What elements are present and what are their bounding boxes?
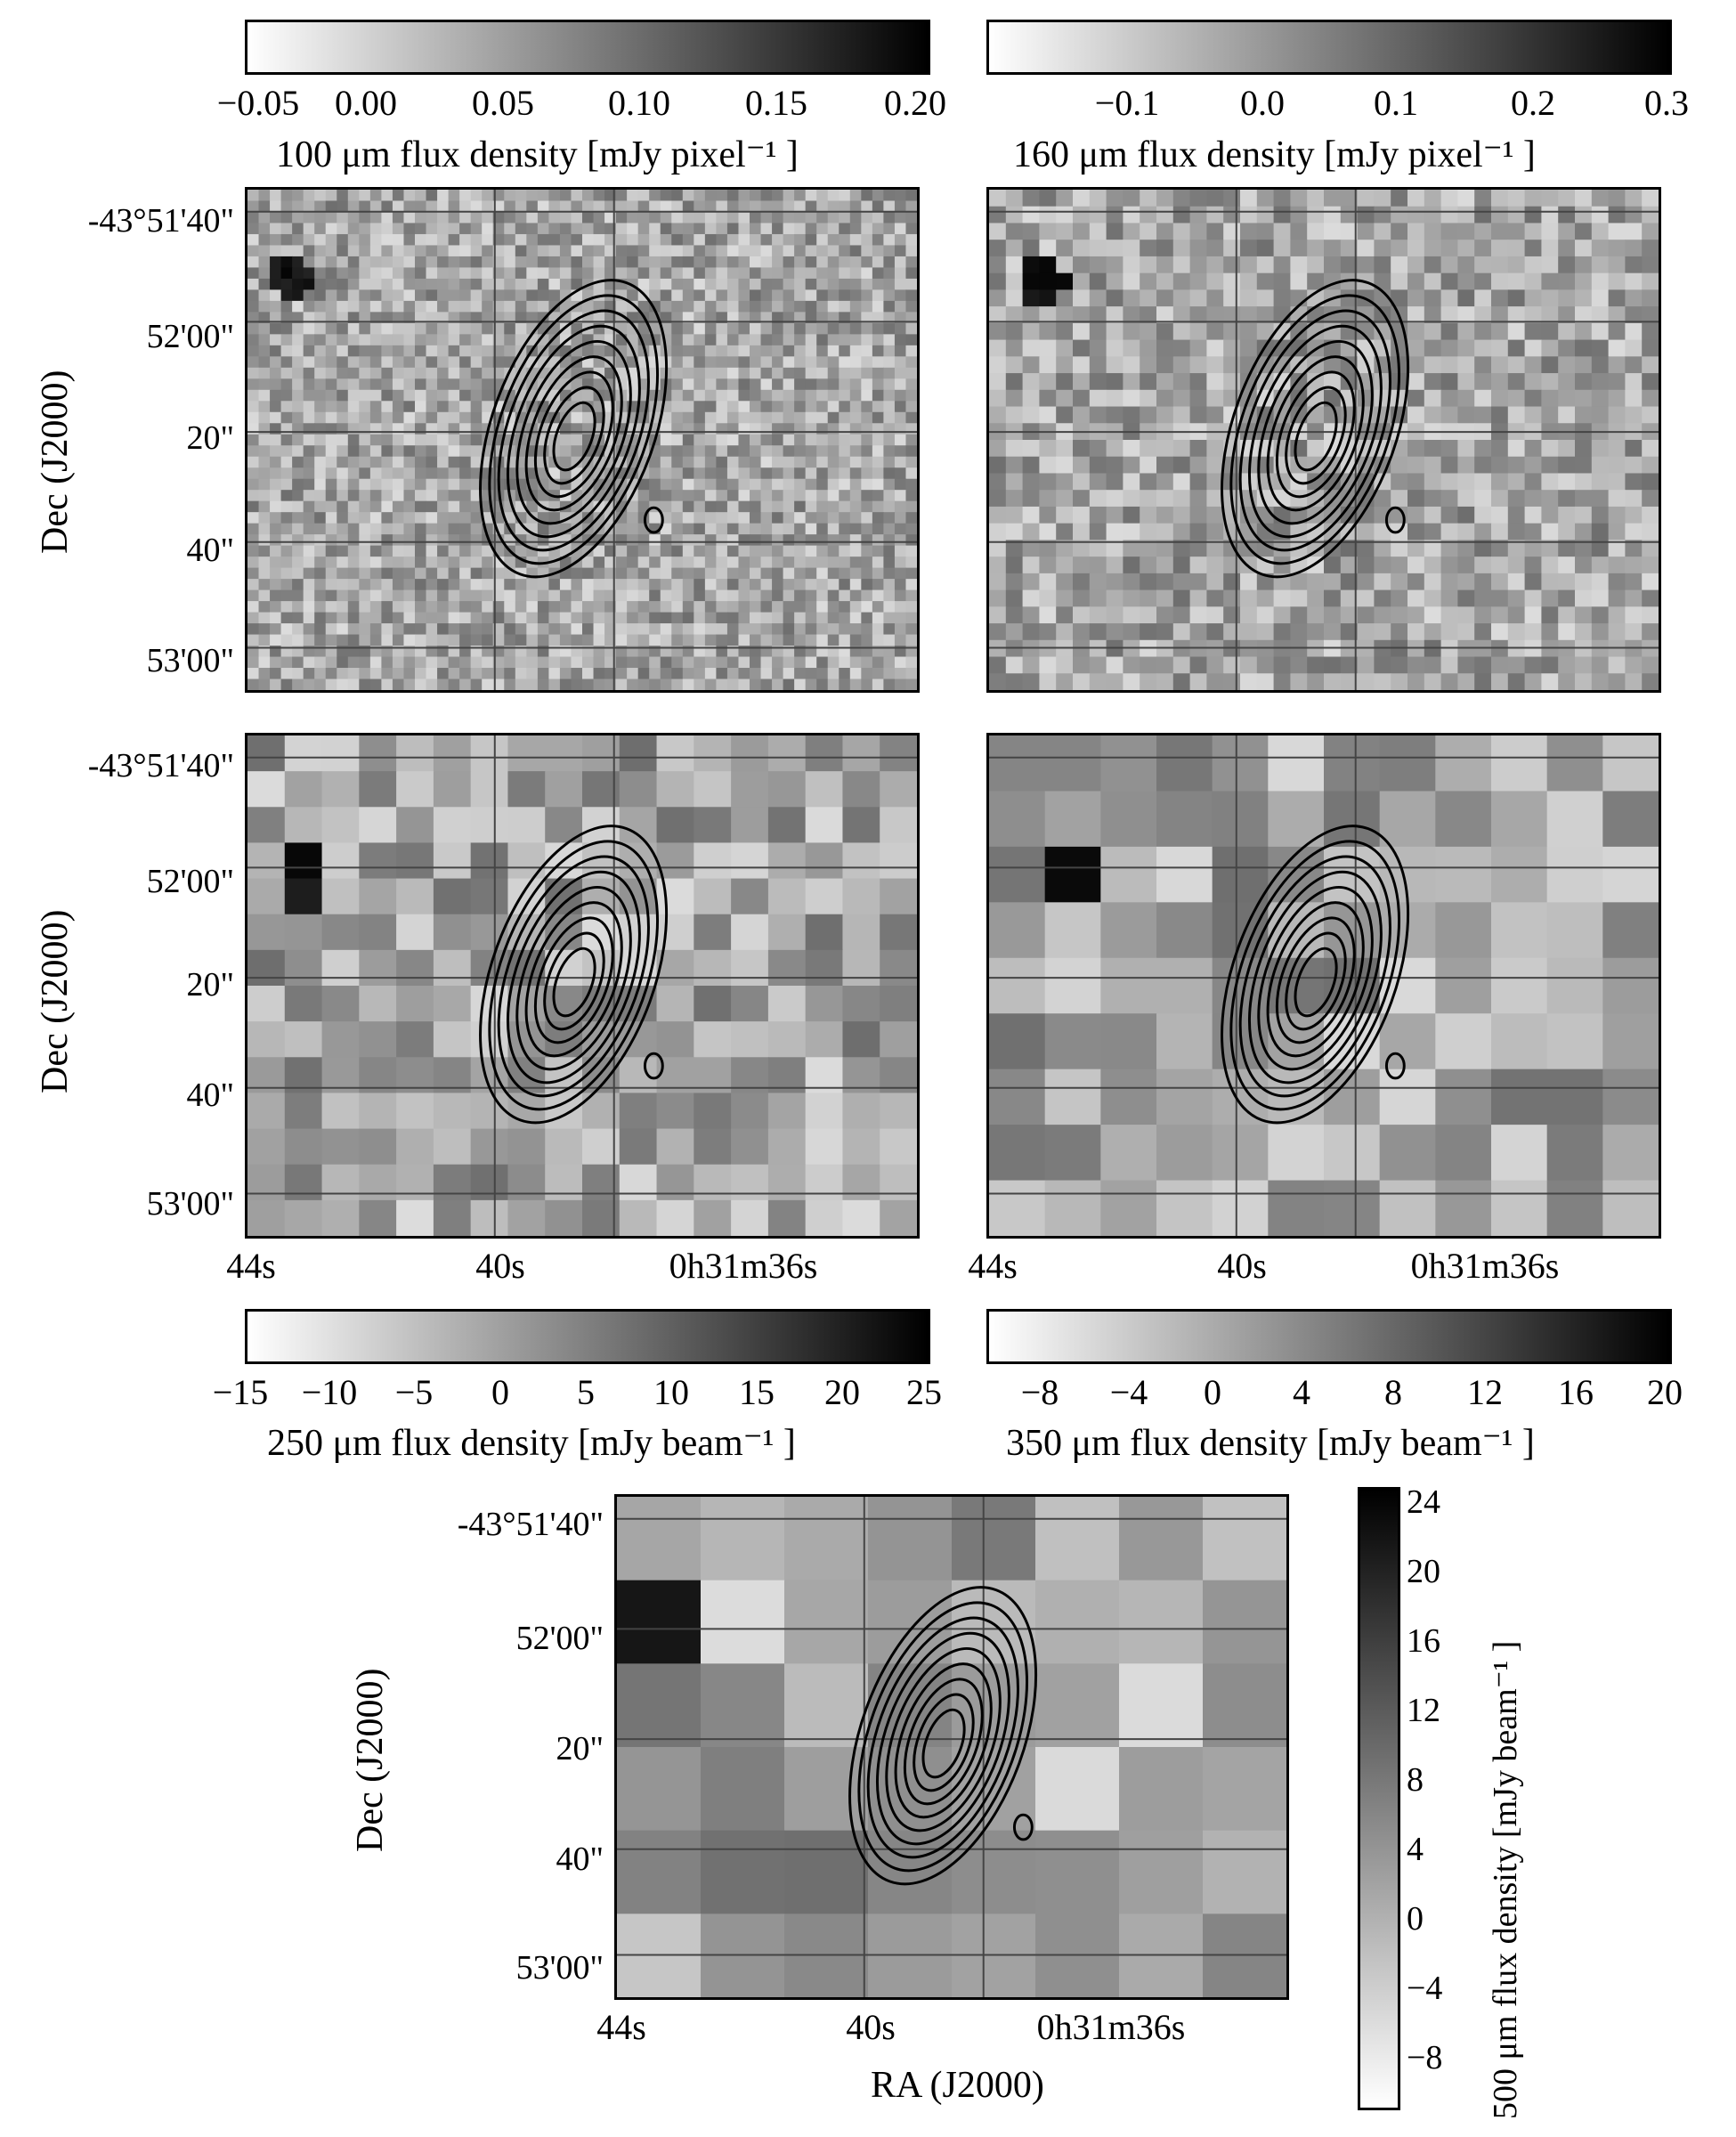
map-pixels [617,1497,1286,1997]
flux-map-250um [247,735,917,1236]
dec-tick: -43°51'40" [87,202,234,240]
cbar500-label: 500 μm flux density [mJy beam⁻¹ ] [1487,1640,1524,2119]
ra-tick: 0h31m36s [669,1246,818,1286]
cbar500-tick: 8 [1407,1761,1424,1799]
cbar350-tick: 20 [1647,1372,1683,1412]
ra-axis-label: RA (J2000) [871,2065,1044,2106]
cbar100-tick: 0.20 [884,83,946,123]
cbar250-tick: −10 [301,1372,358,1412]
cbar160-tick: 0.0 [1240,83,1285,123]
flux-map-160um [989,190,1659,690]
cbar250-tick: 10 [653,1372,689,1412]
map-panel-100um [245,187,920,693]
cbar250-tick: 25 [906,1372,942,1412]
cbar250-tick: 5 [577,1372,595,1412]
cbar250-tick: −15 [212,1372,269,1412]
cbar350-tick: 12 [1467,1372,1503,1412]
cbar350-label: 350 μm flux density [mJy beam⁻¹ ] [1006,1423,1535,1464]
contour-overlay [479,825,669,1125]
colorbar-160um [986,20,1672,75]
colorbar-250um [245,1309,930,1364]
cbar500-tick: −8 [1407,2039,1443,2076]
coordinate-grid [617,1497,1286,1997]
colorbar-100um [245,20,930,75]
ra-tick: 40s [846,2007,896,2047]
map-pixels [247,735,917,1236]
dec-axis-label: Dec (J2000) [35,370,76,554]
cbar350-tick: 0 [1204,1372,1221,1412]
cbar160-tick: 0.3 [1644,83,1689,123]
cbar160-tick: 0.2 [1511,83,1555,123]
contour-overlay [1221,279,1410,579]
cbar160-label: 160 μm flux density [mJy pixel⁻¹ ] [1013,134,1536,175]
cbar100-tick: 0.10 [608,83,670,123]
dec-tick: 53'00" [515,1949,604,1987]
dec-tick: 53'00" [146,642,234,679]
colorbar-500um [1358,1487,1400,2110]
map-panel-350um [986,733,1661,1239]
map-panel-250um [245,733,920,1239]
ra-tick: 0h31m36s [1036,2007,1186,2047]
dec-axis-label: Dec (J2000) [350,1668,391,1852]
ra-tick: 40s [1217,1246,1267,1286]
ra-tick: 44s [596,2007,646,2047]
cbar500-tick: 24 [1407,1483,1440,1521]
dec-tick: 20" [556,1730,604,1767]
cbar100-tick: 0.15 [745,83,807,123]
dec-tick: 40" [556,1840,604,1878]
cbar500-tick: 16 [1407,1622,1440,1660]
contour-overlay [848,1586,1038,1886]
dec-tick: 20" [186,419,234,457]
cbar500-tick: 4 [1407,1831,1424,1868]
dec-tick: 52'00" [515,1620,604,1657]
cbar100-tick: 0.05 [472,83,534,123]
cbar500-tick: −4 [1407,1970,1443,2007]
coordinate-grid [989,735,1659,1236]
cbar100-label: 100 μm flux density [mJy pixel⁻¹ ] [276,134,799,175]
cbar250-label: 250 μm flux density [mJy beam⁻¹ ] [267,1423,796,1464]
map-panel-160um [986,187,1661,693]
cbar250-tick: −5 [394,1372,434,1412]
map-pixels [989,190,1659,690]
dec-tick: 53'00" [146,1185,234,1223]
dec-tick: 52'00" [146,863,234,900]
cbar100-tick: 0.00 [335,83,397,123]
cbar350-tick: 16 [1558,1372,1594,1412]
cbar500-tick: 12 [1407,1692,1440,1729]
flux-map-500um [617,1497,1286,1997]
ra-tick: 44s [968,1246,1018,1286]
dec-tick: -43°51'40" [87,747,234,784]
ra-tick: 0h31m36s [1410,1246,1560,1286]
cbar160-tick: −0.1 [1094,83,1160,123]
map-pixels [247,190,917,690]
cbar350-tick: 4 [1293,1372,1310,1412]
cbar250-tick: 0 [491,1372,509,1412]
cbar350-tick: −4 [1109,1372,1148,1412]
dec-tick: 52'00" [146,318,234,355]
ra-tick: 40s [475,1246,525,1286]
contour-overlay [479,279,669,579]
cbar500-tick: 0 [1407,1900,1424,1938]
cbar500-tick: 20 [1407,1553,1440,1590]
ra-tick: 44s [226,1246,276,1286]
dec-tick: 40" [186,532,234,569]
colorbar-350um [986,1309,1672,1364]
cbar250-tick: 15 [739,1372,775,1412]
flux-map-100um [247,190,917,690]
contour-overlay [1221,825,1410,1125]
dec-tick: -43°51'40" [457,1506,604,1543]
cbar100-tick: −0.05 [216,83,300,123]
dec-tick: 20" [186,966,234,1003]
dec-tick: 40" [186,1077,234,1114]
map-panel-500um [614,1494,1289,2000]
cbar350-tick: −8 [1020,1372,1059,1412]
map-pixels [989,735,1659,1236]
flux-map-350um [989,735,1659,1236]
cbar250-tick: 20 [824,1372,860,1412]
cbar160-tick: 0.1 [1374,83,1418,123]
cbar350-tick: 8 [1384,1372,1402,1412]
